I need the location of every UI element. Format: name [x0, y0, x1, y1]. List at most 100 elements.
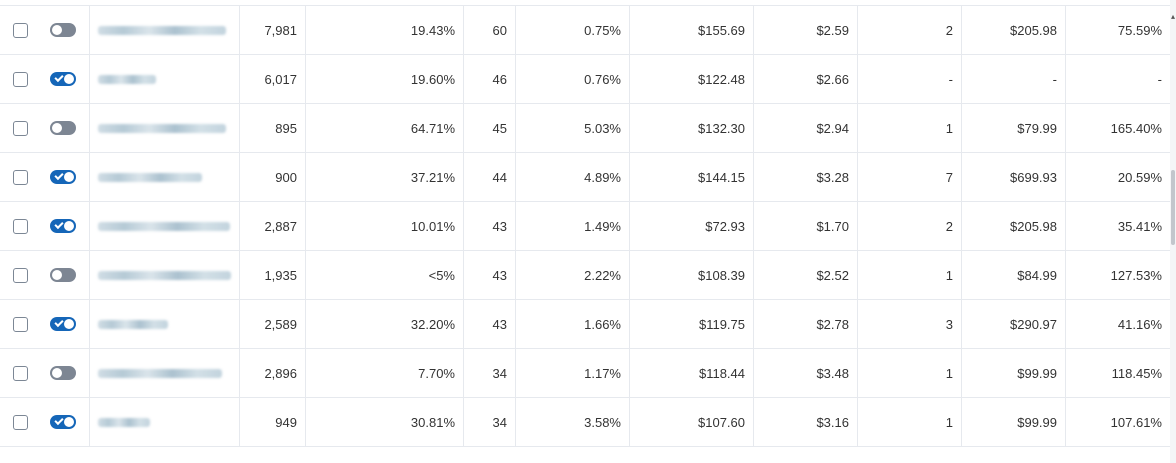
row-select-checkbox[interactable]: [12, 71, 28, 87]
orders-cell: 34: [464, 398, 516, 446]
status-toggle[interactable]: [49, 72, 76, 86]
orders-cell: 43: [464, 300, 516, 348]
sales-cell: $699.93: [962, 153, 1066, 201]
sessions-cell: 895: [240, 104, 306, 152]
sales-cell: $205.98: [962, 6, 1066, 54]
row-select-checkbox[interactable]: [12, 267, 28, 283]
status-toggle[interactable]: [49, 23, 76, 37]
ad-ctr-cell: 0.76%: [516, 55, 630, 103]
table-row: 6,017 19.60% 46 0.76% $122.48 $2.66- - -: [0, 55, 1170, 104]
name-cell[interactable]: [90, 398, 240, 446]
units-cell: 1: [858, 349, 962, 397]
status-toggle[interactable]: [49, 317, 76, 331]
row-select-cell: [0, 153, 36, 201]
orders-cell: 43: [464, 202, 516, 250]
toggle-knob: [51, 123, 62, 133]
table-row: 949 30.81% 34 3.58% $107.60 $3.16 1 $99.99 107.6…: [0, 398, 1170, 447]
ad-ctr-cell: 1.66%: [516, 300, 630, 348]
sessions-cell: 2,896: [240, 349, 306, 397]
row-select-checkbox[interactable]: [12, 365, 28, 381]
redacted-name: [98, 74, 156, 84]
orders-cell: 46: [464, 55, 516, 103]
cpc-cell: $2.66: [754, 55, 858, 103]
acos-cell: 41.16%: [1117, 316, 1162, 332]
sales-cell: $99.99: [962, 349, 1066, 397]
sales-cell: $79.99: [962, 104, 1066, 152]
conversion-rate-cell: 64.71%: [306, 104, 464, 152]
cpc-cell: $1.70: [754, 202, 858, 250]
scrollbar-thumb[interactable]: [1171, 170, 1175, 245]
acos-cell: 75.59%: [1117, 22, 1162, 38]
acos-cell: 118.45%: [1111, 365, 1162, 381]
status-toggle[interactable]: [49, 219, 76, 233]
sales-cell: $99.99: [962, 398, 1066, 446]
ad-ctr-cell: 5.03%: [516, 104, 630, 152]
check-icon: [53, 317, 64, 328]
check-icon: [53, 72, 64, 83]
sessions-cell: 900: [240, 153, 306, 201]
name-cell[interactable]: [90, 251, 240, 299]
table-row: 900 37.21% 44 4.89% $144.15 $3.28 7 $699.93 20.5…: [0, 153, 1170, 202]
row-select-checkbox[interactable]: [12, 414, 28, 430]
cpc-cell: $3.48: [754, 349, 858, 397]
row-select-checkbox[interactable]: [12, 169, 28, 185]
conversion-rate-cell: 19.43%: [306, 6, 464, 54]
toggle-knob: [51, 25, 62, 35]
status-toggle[interactable]: [49, 268, 76, 282]
status-toggle-cell: [36, 104, 90, 152]
conversion-rate-cell: 37.21%: [306, 153, 464, 201]
redacted-name: [98, 417, 150, 427]
units-cell: 1: [858, 104, 962, 152]
row-select-cell: [0, 251, 36, 299]
units-cell: 2: [858, 6, 962, 54]
name-cell[interactable]: [90, 104, 240, 152]
toggle-knob: [63, 221, 74, 231]
orders-cell: 43: [464, 251, 516, 299]
revenue-cell: $107.60: [630, 398, 754, 446]
acos-cell: 127.53%: [1110, 267, 1162, 283]
name-cell[interactable]: [90, 300, 240, 348]
name-cell[interactable]: [90, 153, 240, 201]
status-toggle-cell: [36, 153, 90, 201]
status-toggle-cell: [36, 55, 90, 103]
sales-cell: $205.98: [962, 202, 1066, 250]
toggle-knob: [63, 319, 74, 329]
table-row: 1,935 <5% 43 2.22% $108.39 $2.52 1 $84.99 127.53…: [0, 251, 1170, 300]
name-cell[interactable]: [90, 6, 240, 54]
redacted-name: [98, 172, 202, 182]
row-select-cell: [0, 349, 36, 397]
table-row: 2,887 10.01% 43 1.49% $72.93 $1.70 2 $205.98 35.…: [0, 202, 1170, 251]
redacted-name: [98, 319, 168, 329]
ad-ctr-cell: 0.75%: [516, 6, 630, 54]
row-select-checkbox[interactable]: [12, 120, 28, 136]
name-cell[interactable]: [90, 202, 240, 250]
acos-cell: -: [1157, 71, 1162, 87]
status-toggle[interactable]: [49, 415, 76, 429]
sessions-cell: 6,017: [240, 55, 306, 103]
ad-ctr-cell: 1.49%: [516, 202, 630, 250]
row-select-checkbox[interactable]: [12, 316, 28, 332]
units-cell: 3: [858, 300, 962, 348]
row-select-cell: [0, 202, 36, 250]
ad-ctr-cell: 1.17%: [516, 349, 630, 397]
cpc-cell: $2.59: [754, 6, 858, 54]
name-cell[interactable]: [90, 349, 240, 397]
redacted-name: [98, 123, 226, 133]
redacted-name: [98, 368, 222, 378]
revenue-cell: $72.93: [630, 202, 754, 250]
name-cell[interactable]: [90, 55, 240, 103]
status-toggle[interactable]: [49, 366, 76, 380]
status-toggle[interactable]: [49, 170, 76, 184]
orders-cell: 45: [464, 104, 516, 152]
scroll-up-arrow-icon[interactable]: ▴: [1170, 12, 1175, 21]
vertical-scrollbar[interactable]: ▴: [1170, 0, 1176, 463]
row-select-checkbox[interactable]: [12, 22, 28, 38]
status-toggle[interactable]: [49, 121, 76, 135]
check-icon: [53, 219, 64, 230]
orders-cell: 44: [464, 153, 516, 201]
acos-cell: 165.40%: [1110, 120, 1162, 136]
table-row: 895 64.71% 45 5.03% $132.30 $2.94 1 $79.99 165.4…: [0, 104, 1170, 153]
row-select-cell: [0, 6, 36, 54]
row-select-cell: [0, 300, 36, 348]
row-select-checkbox[interactable]: [12, 218, 28, 234]
